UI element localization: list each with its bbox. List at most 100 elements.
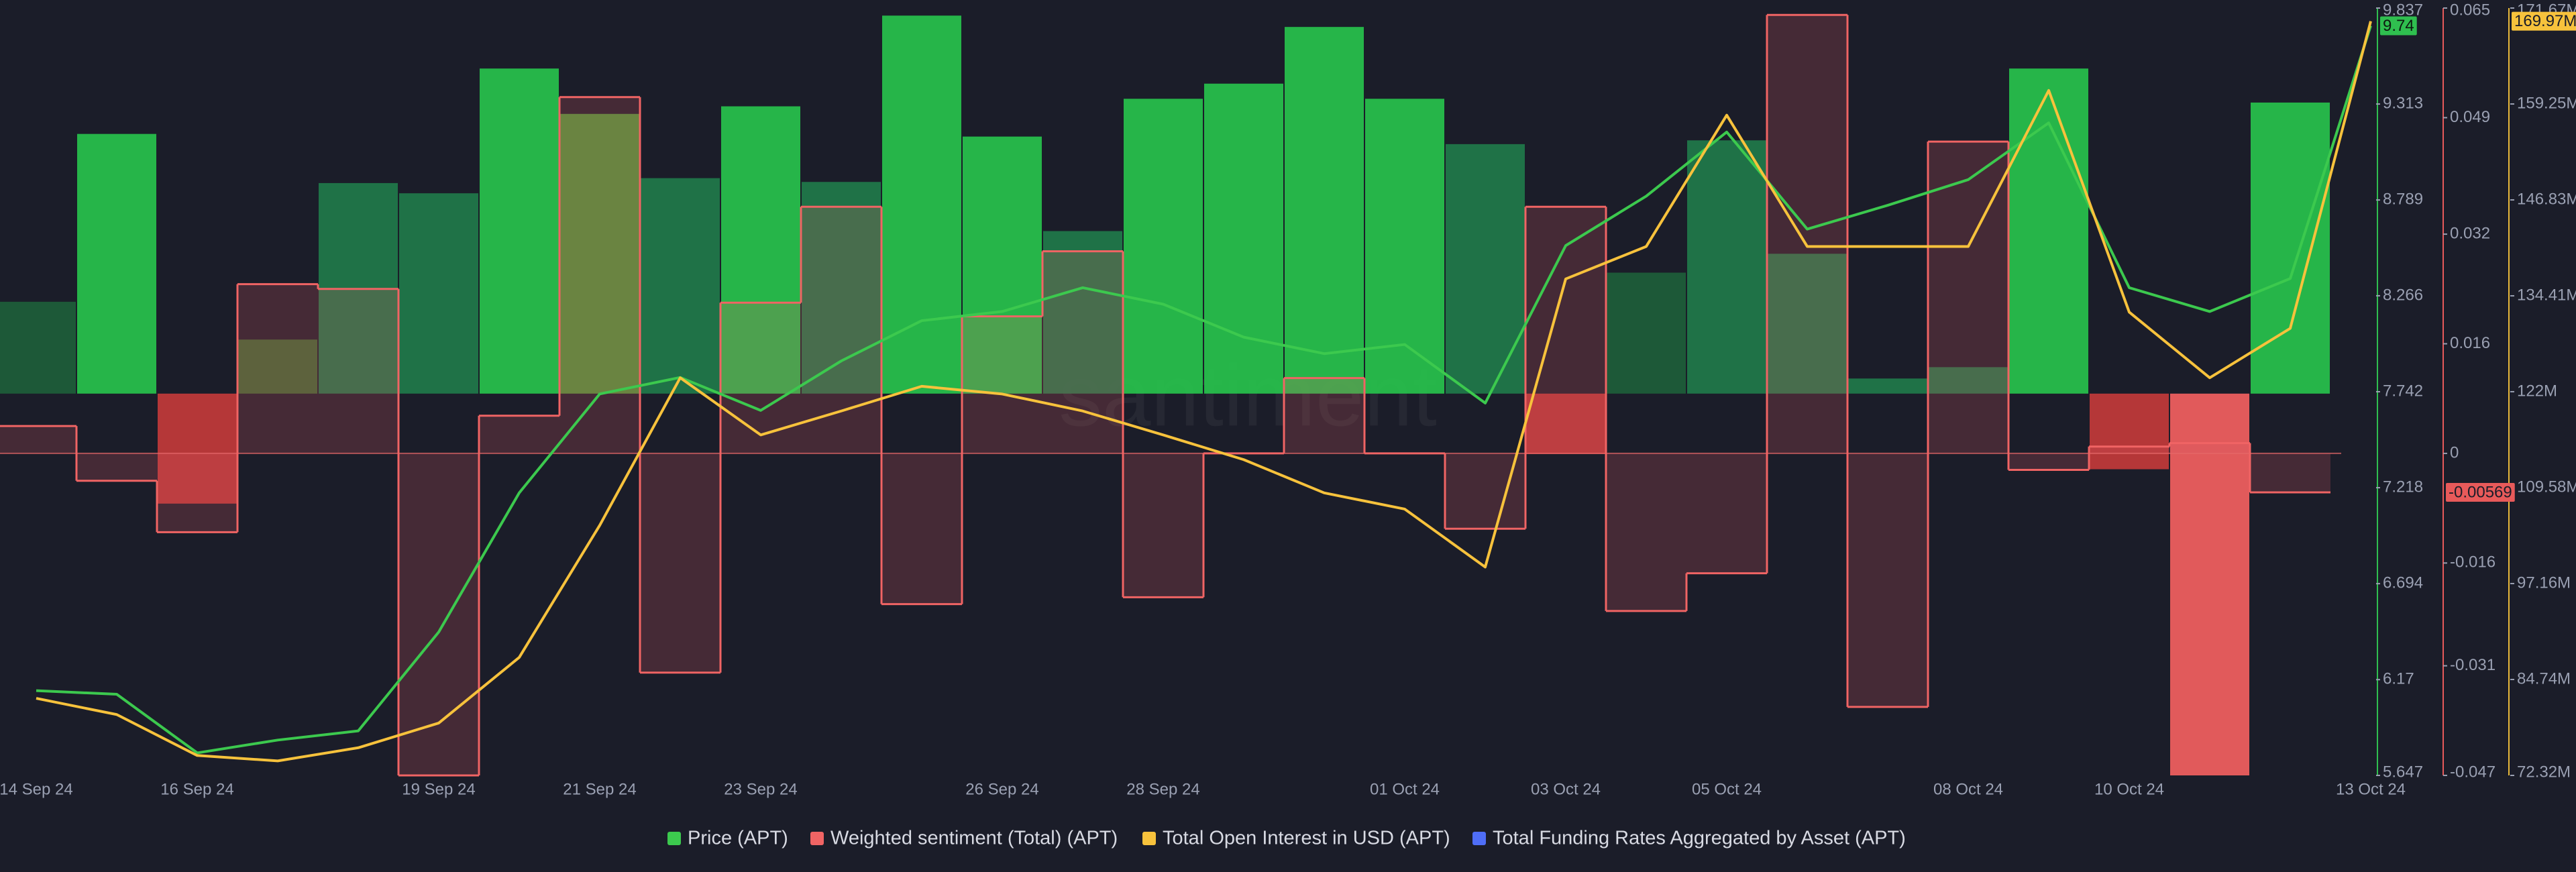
- oi-tag: 169.97M: [2512, 11, 2576, 31]
- funding-bar: [0, 301, 76, 394]
- funding-bar: [1124, 99, 1203, 394]
- sentiment-bar: [2089, 446, 2169, 453]
- funding-bar: [721, 106, 800, 394]
- x-tick-label: 21 Sep 24: [563, 780, 636, 798]
- price-tick-label: 7.218: [2383, 478, 2423, 496]
- legend-label: Price (APT): [688, 828, 788, 849]
- oi-tick-label: 109.58M: [2517, 478, 2576, 496]
- x-tick-label: 14 Sep 24: [0, 780, 73, 798]
- funding-bar: [399, 193, 478, 394]
- sentiment-bar: [1445, 453, 1525, 529]
- price-tick-label: 9.313: [2383, 94, 2423, 112]
- sentiment-bar: [2008, 453, 2089, 470]
- sentiment-bar: [76, 453, 157, 481]
- sentiment-bar: [962, 316, 1042, 453]
- sentiment-bar: [1606, 453, 1686, 611]
- x-tick-label: 05 Oct 24: [1692, 780, 1762, 798]
- legend-swatch: [810, 832, 824, 845]
- funding-bar: [1768, 254, 1847, 394]
- oi-tick-label: 72.32M: [2517, 763, 2571, 781]
- funding-bar: [480, 68, 559, 394]
- sentiment-bar: [0, 426, 76, 453]
- sentiment-bar: [640, 453, 720, 673]
- funding-bar: [2170, 393, 2249, 775]
- funding-bar: [1687, 140, 1766, 394]
- sentiment-bar: [318, 288, 398, 453]
- funding-bar: [2090, 393, 2169, 470]
- oi-tick-label: 134.41M: [2517, 286, 2576, 304]
- sentiment-bar: [398, 453, 479, 775]
- legend-swatch: [667, 832, 681, 845]
- funding-bar: [158, 393, 237, 504]
- funding-bar: [882, 15, 961, 394]
- x-tick-label: 16 Sep 24: [160, 780, 233, 798]
- sentiment-bar: [1847, 453, 1928, 707]
- sentiment-bar: [1123, 453, 1203, 598]
- funding-bar: [802, 182, 881, 394]
- funding-bar: [1446, 144, 1525, 394]
- oi-tick-label: 97.16M: [2517, 574, 2571, 592]
- x-tick-label: 19 Sep 24: [402, 780, 475, 798]
- funding-bar: [1285, 27, 1364, 394]
- oi-tick-label: 146.83M: [2517, 190, 2576, 208]
- sentiment-tick-label: 0.032: [2450, 224, 2490, 242]
- price-tick-label: 6.17: [2383, 670, 2414, 688]
- price-tick-label: 8.789: [2383, 190, 2423, 208]
- funding-bar: [1526, 393, 1605, 454]
- sentiment-bar: [237, 284, 318, 453]
- funding-bar: [560, 113, 639, 394]
- sentiment-tick-label: 0.016: [2450, 334, 2490, 352]
- sentiment-bar: [1042, 251, 1123, 453]
- legend-swatch: [1472, 832, 1486, 845]
- price-tick-label: 8.266: [2383, 286, 2423, 304]
- sentiment-tick-label: 0: [2450, 443, 2459, 461]
- price-tick-label: 7.742: [2383, 382, 2423, 400]
- sentiment-tick-label: 0.049: [2450, 108, 2490, 126]
- funding-bar: [1204, 83, 1283, 394]
- oi-tick-label: 122M: [2517, 382, 2557, 400]
- funding-bar: [77, 133, 156, 394]
- sentiment-tag-bg: [2446, 483, 2515, 502]
- sentiment-bar: [801, 207, 881, 453]
- funding-bar: [1607, 272, 1686, 394]
- price-tick-label: 9.837: [2383, 1, 2423, 19]
- sentiment-bar: [1686, 453, 1767, 574]
- x-tick-label: 08 Oct 24: [1933, 780, 2003, 798]
- funding-bar: [1043, 231, 1122, 394]
- x-tick-label: 03 Oct 24: [1531, 780, 1601, 798]
- x-tick-label: 01 Oct 24: [1370, 780, 1440, 798]
- funding-bar: [641, 178, 720, 394]
- series-line: [36, 21, 2372, 763]
- sentiment-bar: [157, 453, 237, 533]
- price-tick-label: 5.647: [2383, 763, 2423, 781]
- x-tick-label: 23 Sep 24: [724, 780, 797, 798]
- price-tag: 9.74: [2380, 16, 2417, 36]
- sentiment-tick-label: 0.065: [2450, 1, 2490, 19]
- sentiment-tag: -0.00569: [2446, 483, 2515, 502]
- sentiment-tag-text: -0.00569: [2449, 483, 2512, 501]
- legend-label: Total Open Interest in USD (APT): [1163, 828, 1450, 849]
- sentiment-bar: [1284, 378, 1364, 453]
- sentiment-bar: [2169, 443, 2250, 453]
- sentiment-bar: [720, 303, 801, 453]
- funding-bar: [238, 339, 317, 394]
- funding-bar: [1848, 378, 1927, 394]
- funding-bar: [2009, 68, 2088, 394]
- legend-label: Weighted sentiment (Total) (APT): [830, 828, 1118, 849]
- oi-tag-bg: [2512, 11, 2576, 31]
- sentiment-bar: [2250, 453, 2330, 493]
- price-tick-label: 6.694: [2383, 574, 2423, 592]
- oi-tick-label: 159.25M: [2517, 94, 2576, 112]
- x-tick-label: 13 Oct 24: [2336, 780, 2406, 798]
- sentiment-tick-label: -0.047: [2450, 763, 2496, 781]
- x-tick-label: 28 Sep 24: [1126, 780, 1199, 798]
- sentiment-bar: [1767, 15, 1847, 453]
- sentiment-bar: [479, 415, 559, 453]
- funding-bar: [1929, 367, 2008, 394]
- sentiment-tick-label: -0.016: [2450, 553, 2496, 571]
- x-tick-label: 26 Sep 24: [965, 780, 1038, 798]
- legend-swatch: [1142, 832, 1156, 845]
- sentiment-bar: [559, 97, 640, 453]
- funding-bar: [1365, 99, 1444, 394]
